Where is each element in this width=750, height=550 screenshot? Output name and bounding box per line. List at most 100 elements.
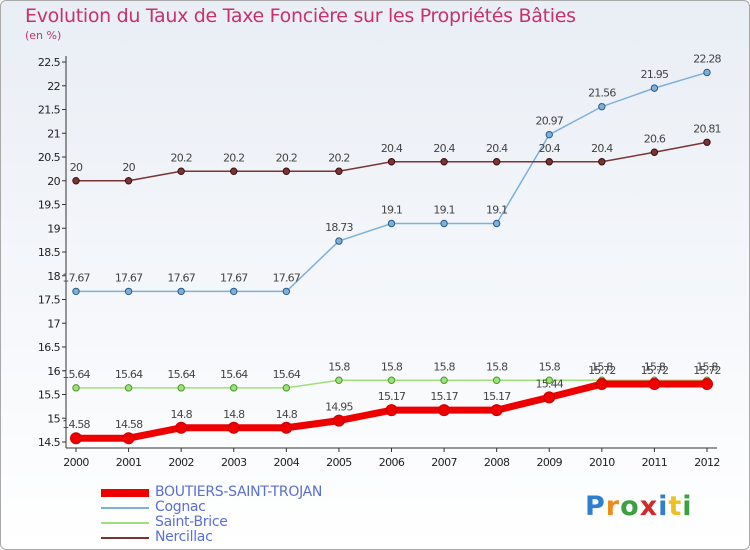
data-point-boutiers-saint-trojan	[175, 421, 188, 434]
y-tick-label: 18	[47, 270, 60, 283]
data-label-cognac: 17.67	[273, 271, 301, 284]
data-label-saint-brice: 15.8	[328, 360, 350, 373]
legend-label: Nercillac	[155, 529, 213, 545]
data-label-saint-brice: 15.8	[381, 360, 403, 373]
data-point-boutiers-saint-trojan	[385, 404, 398, 417]
data-point-saint-brice	[177, 384, 185, 392]
data-point-nercillac	[440, 158, 448, 166]
axes: 14.5 15 15.5 16 16.5 17 17.5 18 18.5 19 19.5 20 20.5…	[38, 56, 720, 469]
data-label-boutiers-saint-trojan: 15.17	[378, 390, 406, 403]
data-point-nercillac	[124, 177, 133, 185]
data-label-saint-brice: 15.64	[62, 368, 90, 381]
data-label-saint-brice: 15.64	[115, 368, 143, 381]
data-label-boutiers-saint-trojan: 14.8	[223, 408, 245, 421]
data-point-saint-brice	[124, 384, 133, 392]
data-label-nercillac: 20.4	[591, 142, 613, 155]
data-label-boutiers-saint-trojan: 14.95	[325, 401, 353, 414]
series-nercillac	[72, 138, 711, 185]
data-point-nercillac	[72, 177, 80, 185]
data-point-cognac	[177, 287, 185, 296]
x-tick-label: 2009	[536, 456, 562, 469]
data-point-boutiers-saint-trojan	[595, 378, 608, 391]
data-point-nercillac	[545, 158, 553, 166]
data-label-boutiers-saint-trojan: 14.8	[171, 408, 193, 421]
y-tick-label: 21.5	[38, 104, 61, 117]
x-tick-label: 2008	[484, 456, 510, 469]
data-label-cognac: 18.73	[325, 221, 353, 234]
data-label-nercillac: 20.2	[171, 151, 192, 164]
data-label-saint-brice: 15.8	[644, 360, 666, 373]
y-tick-label: 20	[47, 175, 60, 188]
y-tick-label: 22	[47, 80, 60, 93]
data-point-cognac	[72, 287, 80, 296]
series-boutiers-saint-trojan	[70, 378, 713, 445]
y-tick-label: 19.5	[38, 199, 61, 212]
data-label-saint-brice: 15.64	[273, 368, 301, 381]
data-point-cognac	[282, 287, 291, 296]
logo-letter: i	[682, 491, 693, 522]
legend-swatch	[101, 521, 149, 524]
x-tick-label: 2000	[63, 456, 89, 469]
data-point-cognac	[440, 219, 448, 228]
data-label-saint-brice: 15.64	[220, 368, 248, 381]
logo-letter: r	[605, 491, 621, 522]
data-label-cognac: 21.56	[588, 87, 616, 100]
data-label-cognac: 17.67	[220, 271, 248, 284]
data-label-saint-brice: 15.8	[486, 360, 508, 373]
data-point-saint-brice	[440, 376, 448, 384]
data-point-nercillac	[282, 167, 291, 175]
data-label-nercillac: 20.4	[381, 142, 403, 155]
data-label-cognac: 20.97	[536, 115, 564, 128]
data-label-cognac: 17.67	[115, 271, 143, 284]
x-tick-label: 2007	[431, 456, 457, 469]
data-label-cognac: 19.1	[486, 204, 507, 217]
data-point-boutiers-saint-trojan	[332, 414, 345, 427]
data-label-boutiers-saint-trojan: 14.58	[115, 418, 143, 431]
x-tick-label: 2003	[221, 456, 247, 469]
data-label-boutiers-saint-trojan: 15.17	[483, 390, 511, 403]
x-tick-label: 2001	[116, 456, 142, 469]
data-point-boutiers-saint-trojan	[648, 378, 661, 391]
x-tick-label: 2012	[694, 456, 720, 469]
data-point-saint-brice	[282, 384, 291, 392]
data-label-boutiers-saint-trojan: 15.44	[536, 377, 564, 390]
data-label-boutiers-saint-trojan: 15.72	[693, 364, 721, 377]
data-point-nercillac	[703, 138, 711, 146]
data-point-cognac	[545, 130, 553, 139]
data-point-boutiers-saint-trojan	[70, 432, 82, 445]
data-point-cognac	[703, 68, 711, 77]
y-tick-label: 18.5	[38, 246, 61, 259]
legend-swatch	[101, 536, 149, 539]
legend: BOUTIERS-SAINT-TROJAN Cognac Saint-Brice Ne…	[101, 485, 322, 545]
data-label-boutiers-saint-trojan: 15.72	[641, 364, 669, 377]
data-label-nercillac: 20	[70, 161, 83, 174]
legend-swatch	[101, 488, 149, 497]
proxiti-logo: Proxiti	[585, 491, 693, 522]
data-point-saint-brice	[492, 376, 501, 384]
data-point-nercillac	[492, 158, 501, 166]
data-label-nercillac: 20	[122, 161, 135, 174]
legend-swatch	[101, 506, 149, 509]
x-tick-label: 2004	[274, 456, 300, 469]
y-tick-label: 19	[47, 222, 60, 235]
data-point-cognac	[387, 219, 396, 228]
data-label-nercillac: 20.4	[539, 142, 561, 155]
data-point-cognac	[335, 237, 343, 245]
data-label-cognac: 19.1	[381, 204, 402, 217]
y-tick-label: 16	[47, 365, 60, 378]
data-point-boutiers-saint-trojan	[438, 404, 451, 417]
legend-item-cognac: Cognac	[101, 500, 322, 515]
y-tick-label: 20.5	[38, 151, 61, 164]
legend-item-nercillac: Nercillac	[101, 530, 322, 545]
logo-letter: x	[639, 491, 659, 522]
data-point-saint-brice	[335, 376, 343, 384]
y-unit-label: (en %)	[25, 29, 62, 42]
data-label-saint-brice: 15.8	[591, 360, 613, 373]
data-label-nercillac: 20.2	[328, 151, 349, 164]
logo-letter: P	[585, 491, 606, 522]
series-layer	[70, 68, 713, 445]
x-tick-label: 2011	[642, 456, 668, 469]
data-point-boutiers-saint-trojan	[701, 378, 713, 391]
data-label-cognac: 19.1	[433, 204, 454, 217]
